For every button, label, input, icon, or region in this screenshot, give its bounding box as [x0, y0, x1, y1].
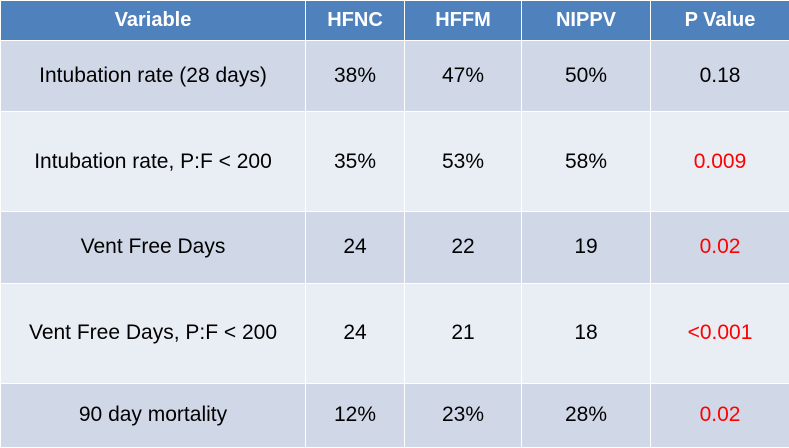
cell-hffm: 22	[404, 211, 522, 284]
cell-hffm: 53%	[404, 111, 522, 213]
cell-hfnc: 12%	[305, 382, 405, 448]
cell-variable: Intubation rate (28 days)	[0, 39, 306, 113]
table-row: Intubation rate, P:F < 200 35% 53% 58% 0…	[0, 111, 789, 213]
header-hfnc: HFNC	[305, 0, 405, 41]
cell-hfnc: 24	[305, 211, 405, 284]
cell-variable: Vent Free Days	[0, 211, 306, 284]
cell-p-value: 0.18	[650, 39, 789, 113]
cell-variable: Vent Free Days, P:F < 200	[0, 282, 306, 384]
cell-nippv: 58%	[521, 111, 651, 213]
cell-p-value: 0.02	[650, 211, 789, 284]
cell-variable: 90 day mortality	[0, 382, 306, 448]
cell-nippv: 28%	[521, 382, 651, 448]
table-row: Vent Free Days, P:F < 200 24 21 18 <0.00…	[0, 282, 789, 384]
header-variable: Variable	[0, 0, 306, 41]
header-nippv: NIPPV	[521, 0, 651, 41]
cell-p-value: <0.001	[650, 282, 789, 384]
header-row: Variable HFNC HFFM NIPPV P Value	[0, 0, 789, 41]
cell-hfnc: 24	[305, 282, 405, 384]
header-p-value: P Value	[650, 0, 789, 41]
cell-hffm: 23%	[404, 382, 522, 448]
cell-nippv: 19	[521, 211, 651, 284]
header-hffm: HFFM	[404, 0, 522, 41]
cell-nippv: 50%	[521, 39, 651, 113]
cell-hffm: 47%	[404, 39, 522, 113]
table-row: Vent Free Days 24 22 19 0.02	[0, 211, 789, 284]
table-row: Intubation rate (28 days) 38% 47% 50% 0.…	[0, 39, 789, 113]
cell-variable: Intubation rate, P:F < 200	[0, 111, 306, 213]
cell-nippv: 18	[521, 282, 651, 384]
cell-hffm: 21	[404, 282, 522, 384]
cell-hfnc: 38%	[305, 39, 405, 113]
cell-p-value: 0.009	[650, 111, 789, 213]
cell-p-value: 0.02	[650, 382, 789, 448]
table-row: 90 day mortality 12% 23% 28% 0.02	[0, 382, 789, 448]
cell-hfnc: 35%	[305, 111, 405, 213]
